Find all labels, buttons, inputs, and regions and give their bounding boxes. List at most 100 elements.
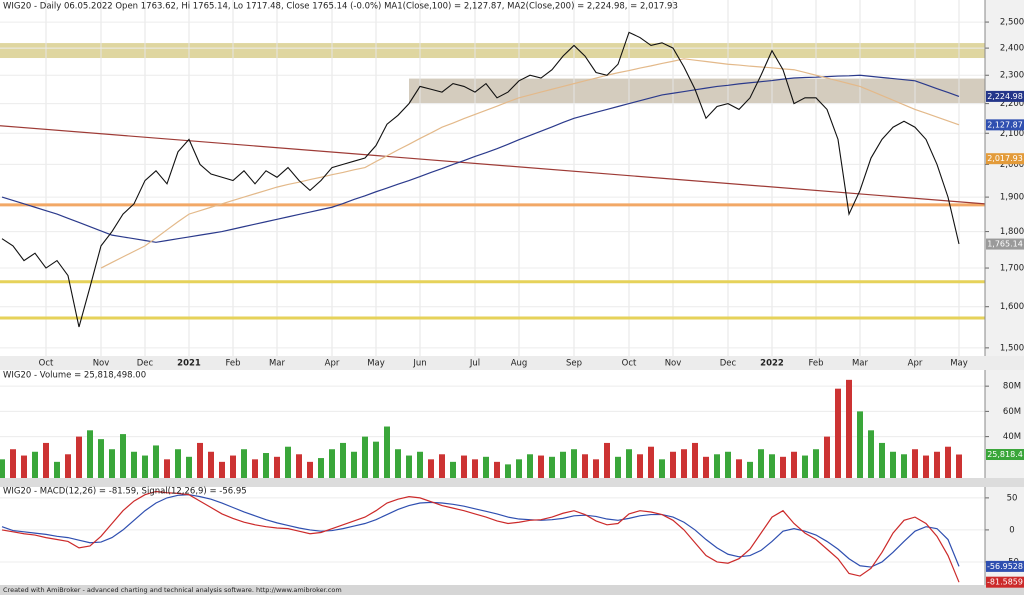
volume-bar xyxy=(560,451,566,478)
volume-bar xyxy=(54,461,60,478)
panel-title: WIG20 - Daily 06.05.2022 Open 1763.62, H… xyxy=(3,2,678,12)
volume-bar xyxy=(923,455,929,478)
volume-bar xyxy=(835,388,841,478)
volume-bar xyxy=(208,451,214,478)
x-tick-label: Nov xyxy=(665,359,682,369)
x-tick-label: Jul xyxy=(469,359,480,369)
value-marker-label: 2,017.93 xyxy=(987,154,1023,163)
value-marker-label: 25,818.4 xyxy=(987,450,1023,459)
value-marker xyxy=(986,238,1024,250)
volume-bar xyxy=(318,458,324,478)
volume-bar xyxy=(538,455,544,478)
volume-bar xyxy=(637,454,643,478)
right-axis-area xyxy=(985,0,1024,595)
y-tick-label: 80M xyxy=(1003,382,1021,392)
y-tick-label: 2,300 xyxy=(1000,71,1024,81)
volume-bar xyxy=(681,449,687,478)
y-tick-label: 1,500 xyxy=(1000,343,1024,353)
x-tick-label: May xyxy=(367,359,385,369)
volume-bar xyxy=(21,455,27,478)
volume-bar xyxy=(109,449,115,478)
volume-bar xyxy=(142,455,148,478)
y-tick-label: 60M xyxy=(1003,407,1021,417)
volume-bar xyxy=(846,379,852,478)
x-tick-label: May xyxy=(950,359,968,369)
value-marker xyxy=(986,90,1024,102)
x-tick-label: 2022 xyxy=(760,359,784,369)
volume-bar xyxy=(164,459,170,478)
value-marker xyxy=(986,119,1024,131)
volume-bar xyxy=(747,461,753,478)
panel-title: WIG20 - Volume = 25,818,498.00 xyxy=(3,371,146,381)
indicator-line xyxy=(100,58,960,269)
volume-bar xyxy=(340,442,346,478)
volume-bar xyxy=(10,449,16,478)
value-marker xyxy=(986,449,1024,461)
x-tick-label: Nov xyxy=(93,359,110,369)
volume-bar xyxy=(285,446,291,478)
indicator-line xyxy=(1,490,960,583)
indicator-line xyxy=(1,494,960,568)
price-band xyxy=(409,78,985,104)
y-tick-label: 1,900 xyxy=(1000,193,1024,203)
volume-bar xyxy=(703,456,709,478)
volume-bar xyxy=(274,456,280,478)
value-marker-label: -56.9528 xyxy=(987,562,1023,571)
volume-bar xyxy=(516,459,522,478)
volume-bar xyxy=(65,454,71,478)
x-tick-label: Oct xyxy=(39,359,54,369)
volume-bar xyxy=(769,454,775,478)
volume-bar xyxy=(43,442,49,478)
volume-bar xyxy=(780,456,786,478)
volume-bar xyxy=(912,449,918,478)
volume-bar xyxy=(120,434,126,478)
y-tick-label: 2,400 xyxy=(1000,44,1024,54)
volume-bar xyxy=(230,455,236,478)
y-tick-label: 2,100 xyxy=(1000,129,1024,139)
volume-bar xyxy=(175,449,181,478)
volume-bar xyxy=(373,441,379,478)
volume-bar xyxy=(32,451,38,478)
volume-bar xyxy=(472,459,478,478)
volume-bar xyxy=(824,436,830,478)
volume-bar xyxy=(263,453,269,478)
indicator-line xyxy=(1,74,960,243)
value-marker-label: 2,224.98 xyxy=(987,92,1023,101)
volume-bar xyxy=(307,461,313,478)
x-tick-label: 2021 xyxy=(177,359,201,369)
volume-bar xyxy=(241,449,247,478)
volume-bar xyxy=(582,454,588,478)
volume-bar xyxy=(461,455,467,478)
volume-bar xyxy=(186,456,192,478)
value-marker xyxy=(986,576,1024,588)
volume-bar xyxy=(439,454,445,478)
y-tick-label: 2,500 xyxy=(1000,18,1024,28)
x-tick-label: Dec xyxy=(137,359,154,369)
value-marker-label: 2,127.87 xyxy=(987,120,1023,129)
x-tick-label: Oct xyxy=(622,359,637,369)
y-tick-label: 40M xyxy=(1003,432,1021,442)
y-tick-label: 2,200 xyxy=(1000,99,1024,109)
volume-bar xyxy=(384,426,390,478)
value-marker-label: -81.5859 xyxy=(987,578,1023,587)
volume-bar xyxy=(626,449,632,478)
value-marker-label: 1,765.14 xyxy=(987,240,1023,249)
volume-bar xyxy=(494,461,500,478)
volume-bar xyxy=(615,456,621,478)
volume-bar xyxy=(549,456,555,478)
y-tick-label: 1,600 xyxy=(1000,302,1024,312)
volume-bar xyxy=(98,439,104,478)
volume-bar xyxy=(802,455,808,478)
date-axis-strip xyxy=(0,356,1024,370)
value-marker xyxy=(986,153,1024,165)
volume-bar xyxy=(813,449,819,478)
volume-bar xyxy=(571,449,577,478)
volume-bar xyxy=(351,451,357,478)
volume-bar xyxy=(879,442,885,478)
volume-bar xyxy=(197,442,203,478)
volume-bar xyxy=(890,451,896,478)
x-tick-label: Apr xyxy=(908,359,923,369)
volume-bar xyxy=(956,454,962,478)
volume-bar xyxy=(901,454,907,478)
volume-bar xyxy=(450,461,456,478)
